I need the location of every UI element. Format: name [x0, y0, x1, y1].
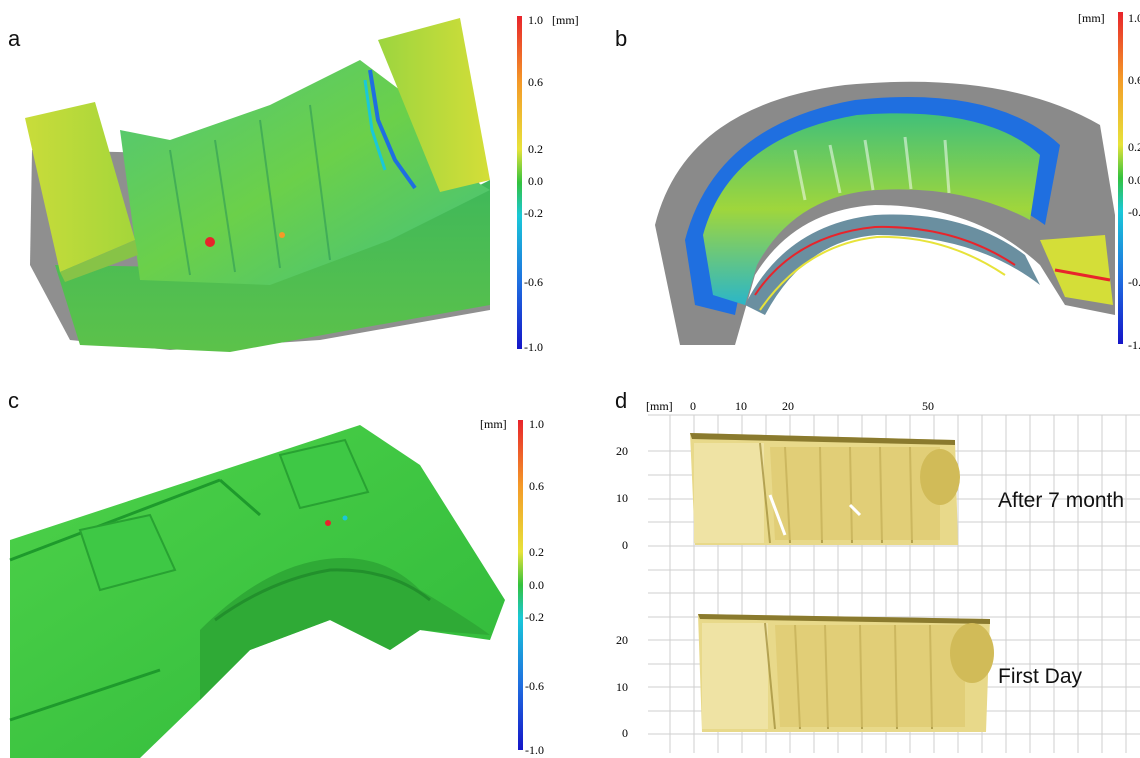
panel-d-lower-y-tick-20: 20 [616, 633, 628, 647]
panel-c-tick-2: 0.6 [529, 479, 544, 493]
panel-b-tick-7: -1.0 [1128, 338, 1140, 351]
panel-a-scale-bar: 1.0 [mm] 0.6 0.2 0.0 -0.2 -0.6 -1.0 [517, 14, 579, 354]
panel-d-grid-chart: [mm] 0 10 20 50 20 10 0 20 10 0 [616, 399, 1140, 753]
panel-a-tick-7: -1.0 [524, 340, 543, 354]
panel-d-caption-after: After 7 month [998, 489, 1125, 512]
panel-d-lower-model [698, 614, 994, 732]
panel-d-lower-y-tick-10: 10 [616, 680, 628, 694]
panel-d-x-tick-20: 20 [782, 399, 794, 413]
panel-a-unit: [mm] [552, 14, 579, 27]
panel-a-tick-5: -0.2 [524, 206, 543, 220]
panel-a-tick-3: 0.2 [528, 142, 543, 156]
panel-a-tick-2: 0.6 [528, 75, 543, 89]
panel-d-unit: [mm] [646, 399, 673, 413]
panel-b-tick-1: 1.0 [1128, 11, 1140, 25]
panel-b-tick-3: 0.2 [1128, 140, 1140, 154]
panel-d-x-tick-10: 10 [735, 399, 747, 413]
panel-b-tick-5: -0.2 [1128, 205, 1140, 219]
panel-b-surface [655, 81, 1115, 346]
panel-d-caption-first: First Day [998, 665, 1082, 688]
panel-b-tick-4: 0.0 [1128, 173, 1140, 187]
panel-b-unit: [mm] [1078, 11, 1105, 25]
panel-c-scale-bar: [mm] 1.0 0.6 0.2 0.0 -0.2 -0.6 -1.0 [480, 418, 544, 757]
panel-b-tick-2: 0.6 [1128, 73, 1140, 87]
panel-d-x-tick-0: 0 [690, 399, 696, 413]
panel-c-tick-6: -0.6 [525, 679, 544, 693]
panel-d-upper-model [690, 433, 960, 545]
panel-c-tick-7: -1.0 [525, 743, 544, 757]
panel-d-upper-y-tick-10: 10 [616, 491, 628, 505]
panel-a-tick-4: 0.0 [528, 174, 543, 188]
panel-d-label: d [615, 388, 628, 413]
panel-a-surface [25, 18, 490, 352]
panel-b-scale-bar: [mm] 1.0 0.6 0.2 0.0 -0.2 -0.6 -1.0 [1078, 11, 1140, 351]
panel-a-tick-6: -0.6 [524, 275, 543, 289]
panel-d-lower-y-tick-0: 0 [622, 726, 628, 740]
panel-c-unit: [mm] [480, 418, 507, 431]
panel-c-tick-5: -0.2 [525, 610, 544, 624]
panel-a-tick-1: 1.0 [528, 14, 543, 27]
panel-c-tick-3: 0.2 [529, 545, 544, 559]
panel-d-upper-y-tick-20: 20 [616, 444, 628, 458]
panel-b-label: b [615, 26, 628, 51]
panel-d-upper-y-tick-0: 0 [622, 538, 628, 552]
panel-c-tick-1: 1.0 [529, 418, 544, 431]
panel-d-x-tick-50: 50 [922, 399, 934, 413]
panel-b-tick-6: -0.6 [1128, 275, 1140, 289]
panel-c-label: c [8, 388, 19, 413]
panel-c-surface [9, 425, 505, 758]
panel-a-label: a [8, 26, 21, 51]
panel-c-tick-4: 0.0 [529, 578, 544, 592]
